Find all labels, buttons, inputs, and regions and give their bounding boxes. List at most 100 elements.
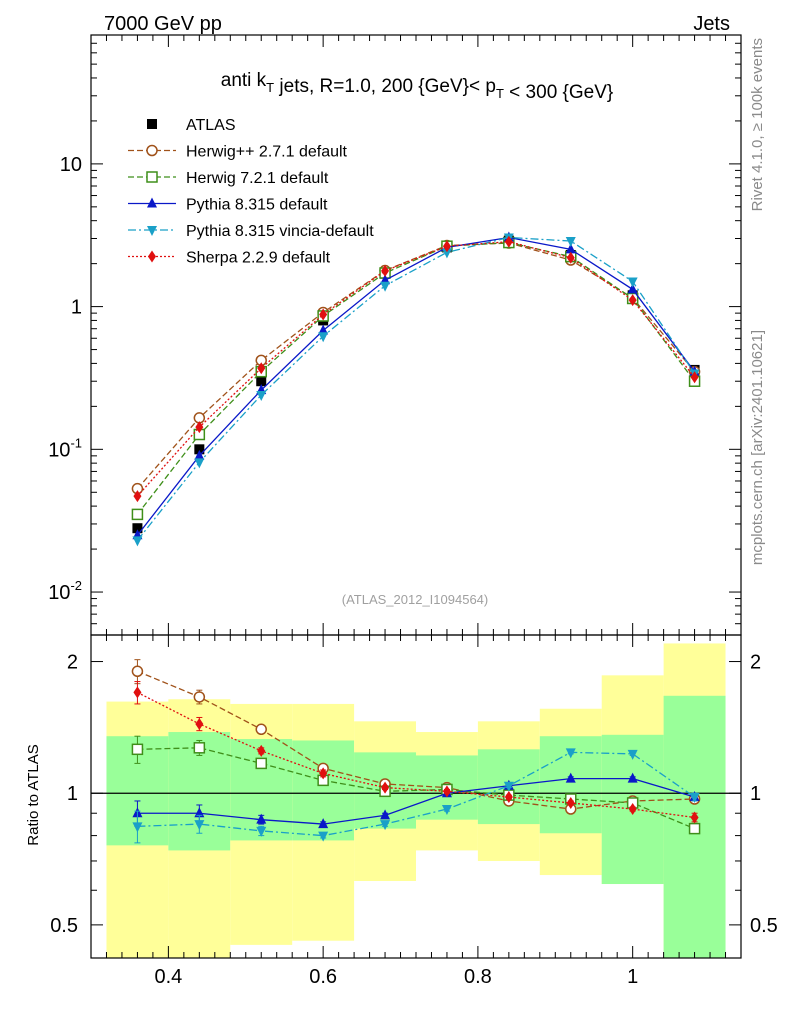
data-point [319, 308, 328, 321]
legend: ATLAS Herwig++ 2.7.1 default Herwig 7.2.1 … [128, 117, 374, 267]
data-point [565, 243, 576, 254]
ratio-line [137, 777, 695, 825]
ratio-point [255, 757, 267, 770]
ratio-point [132, 822, 143, 833]
legend-label: Pythia 8.315 vincia-default [186, 223, 374, 240]
data-point [195, 421, 204, 434]
data-point [256, 376, 267, 387]
data-point [566, 251, 575, 264]
ratio-point [319, 767, 328, 780]
ratio-point [131, 743, 144, 756]
ratio-point [318, 818, 329, 829]
series-line [136, 241, 696, 515]
data-point [442, 240, 451, 253]
data-point [131, 508, 144, 521]
main-plot: 10-2 10-1 1 10 [48, 34, 742, 636]
chart-title: anti kT jets, R=1.0, 200 {GeV}< pT < 300… [221, 70, 614, 103]
ratio-point [380, 809, 391, 820]
ratio-line [137, 751, 695, 837]
x-tick-label: 0.6 [309, 966, 337, 988]
main-series-5 [133, 235, 699, 503]
data-point [194, 458, 205, 469]
data-point [256, 391, 267, 402]
ratio-y-tick-label-right: 2 [750, 652, 761, 674]
data-point [380, 274, 391, 285]
series-line [136, 242, 696, 490]
data-point [504, 235, 513, 248]
x-tick-label: 0.8 [464, 966, 492, 988]
legend-marker [147, 226, 157, 236]
ratio-point [504, 791, 513, 804]
legend-marker [148, 250, 156, 263]
ratio-series-5 [133, 681, 699, 824]
main-y-tick-label: 10-2 [48, 578, 82, 604]
ratio-point [688, 822, 701, 835]
ratio-point [256, 813, 267, 824]
data-point [133, 490, 142, 503]
data-point [318, 324, 329, 335]
main-series-2 [131, 236, 701, 521]
main-series-4 [132, 233, 700, 547]
data-point [318, 332, 329, 343]
header-right: Jets [693, 13, 730, 35]
legend-entry-5: Sherpa 2.2.9 default [128, 250, 331, 267]
legend-label: Sherpa 2.2.9 default [186, 250, 331, 267]
ratio-point [194, 820, 205, 831]
ratio-plot: 0.5 0.5 1 1 2 2 0.4 0.6 0.8 1 [50, 634, 778, 988]
chart-title-text: anti kT jets, R=1.0, 200 {GeV}< pT < 300… [221, 70, 614, 103]
ratio-y-tick-label-right: 1 [750, 783, 761, 805]
ratio-point [627, 749, 638, 760]
legend-entry-2: Herwig 7.2.1 default [128, 170, 329, 187]
ratio-point [195, 717, 204, 730]
data-point [381, 264, 390, 277]
data-point [441, 248, 452, 259]
data-point [627, 277, 638, 288]
ratio-point [690, 811, 699, 824]
ratio-point [565, 772, 576, 783]
data-point [194, 444, 205, 455]
data-point [380, 281, 391, 292]
legend-marker [146, 171, 158, 183]
header-left: 7000 GeV pp [104, 13, 222, 35]
data-point [628, 294, 637, 307]
ratio-point [255, 723, 267, 736]
ratio-point [442, 785, 451, 798]
data-point [627, 283, 638, 294]
ratio-line [137, 747, 695, 830]
series-line [136, 236, 696, 541]
ratio-point [194, 807, 205, 818]
legend-marker [147, 197, 157, 208]
ratio-point [257, 744, 266, 757]
data-point [194, 449, 205, 460]
analysis-label: (ATLAS_2012_I1094564) [342, 592, 488, 607]
ratio-point [503, 781, 514, 792]
data-point [690, 371, 699, 384]
x-tick-label: 1 [627, 966, 638, 988]
main-series-1 [131, 237, 701, 495]
legend-marker [146, 144, 158, 157]
ratio-series-4 [132, 748, 700, 844]
ratio-point [193, 691, 206, 703]
legend-entry-3: Pythia 8.315 default [128, 197, 328, 214]
ratio-point [689, 793, 700, 804]
series-line [136, 236, 696, 536]
ratio-y-tick-label-left: 2 [67, 652, 78, 674]
ratio-point [131, 665, 144, 678]
main-series-0 [132, 235, 700, 534]
ratio-point [381, 781, 390, 794]
data-point [132, 523, 143, 534]
ratio-line [137, 670, 695, 810]
ratio-point [133, 686, 142, 699]
legend-entry-4: Pythia 8.315 vincia-default [128, 223, 374, 240]
legend-marker [147, 119, 157, 129]
data-point [565, 237, 576, 248]
data-point [257, 362, 266, 375]
ratio-y-tick-label-left: 0.5 [50, 915, 78, 937]
legend-label: ATLAS [186, 117, 236, 134]
ratio-point [193, 742, 206, 754]
ratio-point [318, 831, 329, 842]
ratio-point [566, 796, 575, 809]
ratio-y-axis-label: Ratio to ATLAS [25, 744, 42, 845]
ratio-y-tick-label-left: 1 [67, 783, 78, 805]
